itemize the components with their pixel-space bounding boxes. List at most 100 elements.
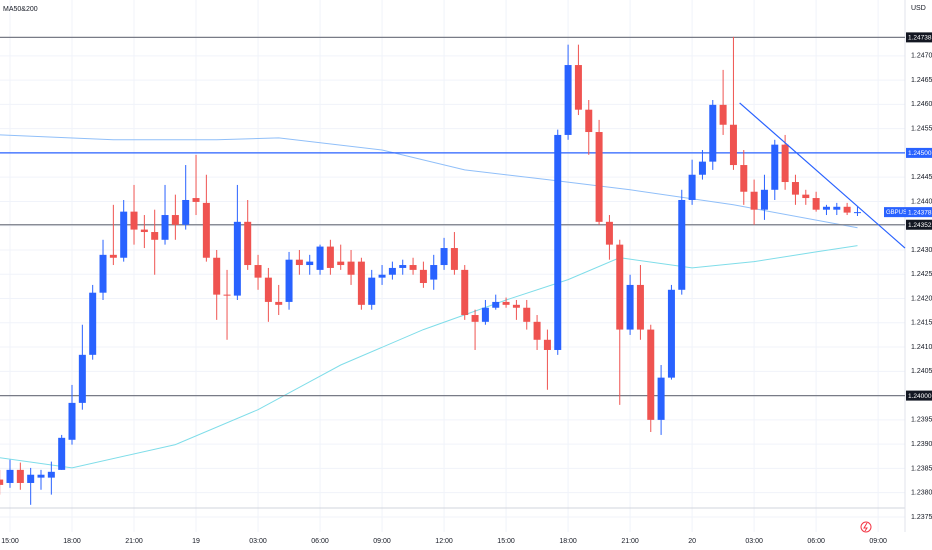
candle-body <box>502 301 510 305</box>
y-tick-label: 1.24600 <box>911 101 932 108</box>
x-tick-label: 18:00 <box>63 538 81 545</box>
candle-body <box>16 469 24 483</box>
candle-body <box>326 246 334 268</box>
candle-body <box>120 211 128 258</box>
candle-body <box>264 277 272 302</box>
candle-body <box>605 221 613 245</box>
y-tick-label: 1.24150 <box>911 320 932 327</box>
candle-body <box>512 304 520 308</box>
y-tick-label: 1.24300 <box>911 247 932 254</box>
y-tick-label: 1.23900 <box>911 441 932 448</box>
x-tick-label: 21:00 <box>125 538 143 545</box>
y-tick-label: 1.24700 <box>911 53 932 60</box>
level-price-label: 1.24500 <box>908 150 932 157</box>
candle-body <box>388 267 396 275</box>
candle-body <box>182 199 190 225</box>
y-tick-label: 1.24450 <box>911 174 932 181</box>
x-tick-label: 18:00 <box>559 538 577 545</box>
x-tick-label: 21:00 <box>621 538 639 545</box>
level-price-box <box>906 32 932 43</box>
candle-body <box>0 479 4 485</box>
candle-body <box>647 329 655 420</box>
candle-body <box>440 248 448 266</box>
candle-body <box>285 259 293 302</box>
candle-body <box>853 212 861 214</box>
x-tick-label: 15:00 <box>1 538 19 545</box>
candle-body <box>833 206 841 210</box>
symbol-box <box>884 207 906 218</box>
candle-body <box>812 198 820 210</box>
candle-body <box>151 232 159 240</box>
candle-body <box>357 261 365 305</box>
candle-body <box>419 269 427 283</box>
candle-body <box>595 132 603 222</box>
candle-body <box>626 284 634 330</box>
candle-body <box>802 194 810 199</box>
level-price-label: 1.24738 <box>908 35 932 42</box>
candle-body <box>543 339 551 350</box>
candle-body <box>275 301 283 305</box>
candle-body <box>223 294 231 296</box>
level-price-label: 1.24000 <box>908 393 932 400</box>
y-tick-label: 1.24200 <box>911 295 932 302</box>
y-tick-label: 1.23850 <box>911 465 932 472</box>
candle-body <box>657 377 665 420</box>
candle-body <box>564 65 572 135</box>
candle-body <box>636 284 644 330</box>
level-price-box <box>906 390 932 401</box>
x-tick-label: 20 <box>688 538 696 545</box>
y-tick-label: 1.24400 <box>911 198 932 205</box>
x-tick-label: 03:00 <box>745 538 763 545</box>
candle-body <box>729 124 737 166</box>
event-icon-bolt <box>863 522 868 532</box>
candle-body <box>533 321 541 340</box>
candle-body <box>202 202 210 258</box>
candle-body <box>688 174 696 200</box>
candle-body <box>58 437 66 470</box>
candle-body <box>461 269 469 316</box>
y-tick-label: 1.24650 <box>911 77 932 84</box>
y-tick-label: 1.24050 <box>911 368 932 375</box>
candle-body <box>78 354 86 403</box>
candle-body <box>492 301 500 308</box>
level-price-box <box>906 147 932 158</box>
candle-body <box>585 109 593 133</box>
candle-body <box>47 471 55 478</box>
y-tick-label: 1.23750 <box>911 514 932 521</box>
candle-body <box>347 261 355 275</box>
candle-body <box>244 221 252 266</box>
candle-body <box>89 292 97 355</box>
candle-body <box>616 244 624 330</box>
current-price-label: 1.24378 <box>908 209 932 216</box>
candle-body <box>37 474 45 478</box>
candle-body <box>781 144 789 183</box>
candle-body <box>450 248 458 270</box>
candle-body <box>481 307 489 322</box>
candle-body <box>719 104 727 125</box>
candle-body <box>750 191 758 210</box>
candle-body <box>337 261 345 266</box>
candle-body <box>678 199 686 290</box>
symbol-label: GBPUSD <box>886 210 912 216</box>
current-price-box <box>906 207 932 218</box>
candle-body <box>771 144 779 190</box>
candle-body <box>161 215 169 240</box>
candle-body <box>233 221 241 296</box>
x-tick-label: 19 <box>192 538 200 545</box>
candle-body <box>822 206 830 210</box>
candle-body <box>368 277 376 305</box>
candle-body <box>213 257 221 295</box>
y-tick-label: 1.24250 <box>911 271 932 278</box>
candle-body <box>306 261 314 266</box>
candle-body <box>99 254 107 293</box>
event-icon[interactable] <box>860 521 872 533</box>
candle-body <box>68 402 76 440</box>
y-tick-label: 1.23950 <box>911 417 932 424</box>
candle-body <box>130 211 138 230</box>
candle-body <box>523 307 531 322</box>
candle-body <box>554 134 562 350</box>
x-tick-label: 06:00 <box>807 538 825 545</box>
y-tick-label: 1.24100 <box>911 344 932 351</box>
x-tick-label: 03:00 <box>249 538 267 545</box>
x-tick-label: 12:00 <box>435 538 453 545</box>
